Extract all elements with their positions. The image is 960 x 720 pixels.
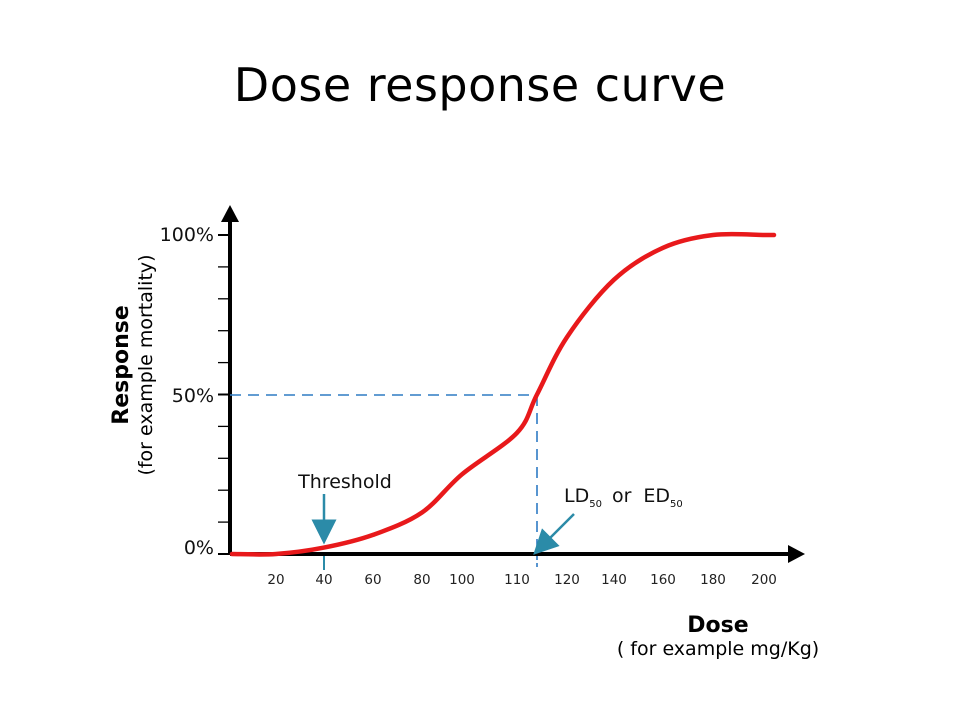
x-axis-arrowhead	[788, 545, 805, 563]
y-axis-arrowhead	[221, 205, 239, 222]
y-level-50: 50%	[172, 385, 214, 407]
x-tick-label-110: 110	[504, 572, 530, 588]
x-axis-title: Dose	[687, 613, 748, 638]
x-tick-labels: 20 40 60 80 100 110 120 140 160 180 200	[267, 572, 776, 588]
y-level-100: 100%	[160, 224, 214, 246]
ld-prefix: LD	[564, 485, 589, 507]
x-tick-label-100: 100	[449, 572, 475, 588]
y-axis-ticks	[218, 234, 230, 555]
slide-title: Dose response curve	[233, 58, 727, 112]
ed-prefix: ED	[643, 485, 670, 507]
ld-subscript: 50	[589, 499, 602, 510]
ld50-arrow	[533, 513, 575, 555]
y-axis-subtitle: (for example mortality)	[135, 254, 157, 475]
x-tick-label-180: 180	[700, 572, 726, 588]
x-tick-label-120: 120	[554, 572, 580, 588]
ed-subscript: 50	[670, 499, 683, 510]
threshold-label: Threshold	[297, 471, 392, 493]
ld50-label: LD50 or ED50	[564, 485, 683, 510]
x-tick-label-200: 200	[751, 572, 777, 588]
y-level-0: 0%	[184, 537, 214, 559]
y-axis-title: Response	[109, 305, 134, 425]
x-tick-label-80: 80	[413, 572, 430, 588]
x-axis-subtitle: ( for example mg/Kg)	[617, 638, 819, 660]
x-tick-label-140: 140	[601, 572, 627, 588]
x-tick-label-40: 40	[315, 572, 332, 588]
dose-response-curve	[229, 231, 777, 557]
ld-or-word: or	[612, 485, 632, 507]
x-tick-label-20: 20	[267, 572, 284, 588]
x-tick-label-60: 60	[364, 572, 381, 588]
x-tick-label-160: 160	[650, 572, 676, 588]
